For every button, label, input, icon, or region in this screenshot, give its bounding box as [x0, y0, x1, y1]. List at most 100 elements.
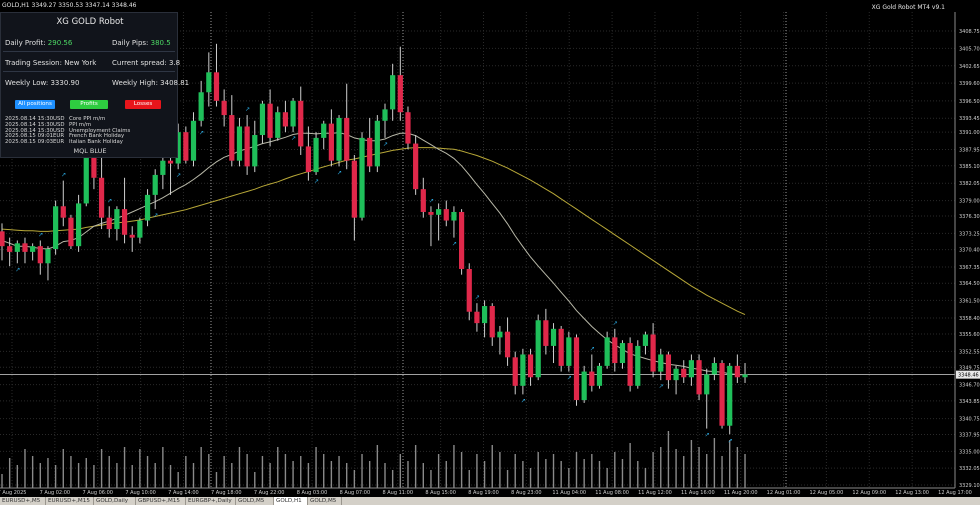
- candle-body: [459, 211, 465, 269]
- event-name: French Bank Holiday: [69, 133, 125, 140]
- candle-body: [30, 246, 36, 252]
- candle-body: [22, 243, 28, 252]
- price-tick-label: 3408.75: [959, 29, 980, 35]
- price-tick-label: 3332.05: [959, 466, 980, 472]
- candle-body: [443, 209, 449, 221]
- time-tick-label: 11 Aug 04:00: [552, 490, 586, 496]
- candle-body: [37, 246, 43, 264]
- candle-body: [481, 306, 488, 324]
- symbol-label: GOLD,H1: [2, 2, 30, 9]
- robot-title: XG Gold Robot MT4 v9.1: [871, 4, 945, 11]
- time-tick-label: 7 Aug 02:00: [40, 490, 71, 496]
- candle-body: [275, 112, 281, 138]
- candle-body: [198, 92, 204, 121]
- chart-tab[interactable]: GOLD,M5: [308, 497, 342, 505]
- candle-body: [98, 177, 105, 218]
- chart-tab[interactable]: GOLD,H1: [274, 497, 308, 505]
- candle-body: [413, 143, 419, 190]
- time-tick-label: 8 Aug 23:00: [511, 490, 542, 496]
- candle-body: [704, 374, 710, 395]
- candle-body: [604, 337, 610, 366]
- daily-pips: Daily Pips: 380.5: [112, 39, 171, 47]
- candle-body: [727, 365, 733, 426]
- signal-arrow: ↗: [659, 383, 664, 390]
- price-tick-label: 3385.10: [959, 164, 980, 170]
- candle-body: [351, 160, 357, 218]
- chart-tab[interactable]: EURGBP+,Daily: [186, 497, 236, 505]
- candle-body: [367, 137, 373, 167]
- signal-arrow: ↗: [590, 345, 595, 352]
- time-tick-label: 8 Aug 11:00: [382, 490, 413, 496]
- signal-arrow: ↗: [314, 178, 319, 185]
- candle-body: [167, 160, 174, 164]
- time-tick-label: 12 Aug 17:00: [938, 490, 972, 496]
- signal-arrow: ↗: [15, 266, 20, 273]
- losses-button[interactable]: Losses: [125, 100, 161, 109]
- profits-button[interactable]: Profits: [70, 100, 108, 109]
- price-tick-label: 3329.10: [959, 483, 980, 489]
- signal-arrow: ↗: [383, 141, 388, 148]
- candle-body: [543, 320, 549, 346]
- candle-body: [405, 112, 411, 144]
- candle-body: [504, 331, 511, 358]
- chart-tab[interactable]: EURUSD+,M15: [46, 497, 94, 505]
- candle-body: [382, 109, 388, 121]
- candle-body: [175, 132, 181, 164]
- candle-body: [91, 149, 97, 178]
- price-tick-label: 3358.40: [959, 316, 980, 322]
- all-positions-button[interactable]: All positions: [15, 100, 55, 109]
- time-tick-label: 8 Aug 07:00: [340, 490, 371, 496]
- chart-tabs: EURUSD+,M5 EURUSD+,M15 GOLD,Daily GBPUSD+,M…: [0, 497, 980, 505]
- weekly-high: Weekly High: 3408.81: [112, 79, 190, 87]
- candle-body: [83, 149, 89, 204]
- price-tick-label: 3396.50: [959, 99, 980, 105]
- brand-label: MQL BLUE: [73, 147, 107, 155]
- signal-arrow: ↗: [567, 375, 572, 382]
- candle-body: [236, 126, 243, 161]
- event-cur: EUR: [53, 139, 65, 146]
- candle-body: [190, 120, 197, 161]
- panel-divider: [3, 71, 175, 72]
- candle-body: [436, 209, 442, 215]
- candle-body: [627, 343, 633, 386]
- candle-body: [53, 206, 59, 250]
- candle-body: [152, 174, 158, 195]
- event-name: Unemployment Claims: [69, 127, 131, 134]
- candle-body: [573, 337, 580, 401]
- candle-body: [589, 371, 595, 386]
- candlesticks: [0, 43, 748, 435]
- signal-arrow: ↗: [291, 135, 296, 142]
- candle-body: [121, 209, 128, 235]
- chart-tab[interactable]: GOLD,Daily: [94, 497, 136, 505]
- candle-body: [374, 120, 380, 167]
- signal-arrow: ↗: [176, 172, 181, 179]
- event-cur: USD: [53, 127, 65, 134]
- candle-body: [60, 206, 66, 218]
- candle-body: [0, 231, 5, 247]
- price-tick-label: 3379.00: [959, 199, 980, 205]
- signal-arrow: ↗: [429, 197, 434, 204]
- candle-body: [68, 217, 74, 247]
- candle-body: [581, 371, 587, 401]
- time-tick-label: 11 Aug 20:00: [724, 490, 758, 496]
- candle-body: [535, 320, 541, 378]
- time-tick-label: 8 Aug 03:00: [297, 490, 328, 496]
- weekly-low: Weekly Low: 3330.90: [5, 79, 80, 87]
- chart-symbol-info: GOLD,H1 3349.27 3350.53 3347.14 3348.46: [2, 2, 136, 9]
- candle-body: [106, 217, 112, 230]
- time-tick-label: 7 Aug 2025: [0, 490, 26, 496]
- candle-body: [489, 306, 495, 338]
- candle-body: [336, 117, 342, 161]
- price-tick-label: 3399.60: [959, 81, 980, 87]
- chart-tab[interactable]: GBPUSD+,M15: [136, 497, 186, 505]
- candle-body: [313, 137, 319, 173]
- time-tick-label: 7 Aug 18:00: [211, 490, 242, 496]
- candle-body: [650, 334, 656, 372]
- chart-tab[interactable]: GOLD,M5: [236, 497, 274, 505]
- candle-body: [282, 112, 289, 127]
- time-tick-label: 8 Aug 15:00: [425, 490, 456, 496]
- chart-tab[interactable]: EURUSD+,M5: [0, 497, 46, 505]
- candle-body: [719, 363, 725, 426]
- event-cur: USD: [53, 116, 65, 122]
